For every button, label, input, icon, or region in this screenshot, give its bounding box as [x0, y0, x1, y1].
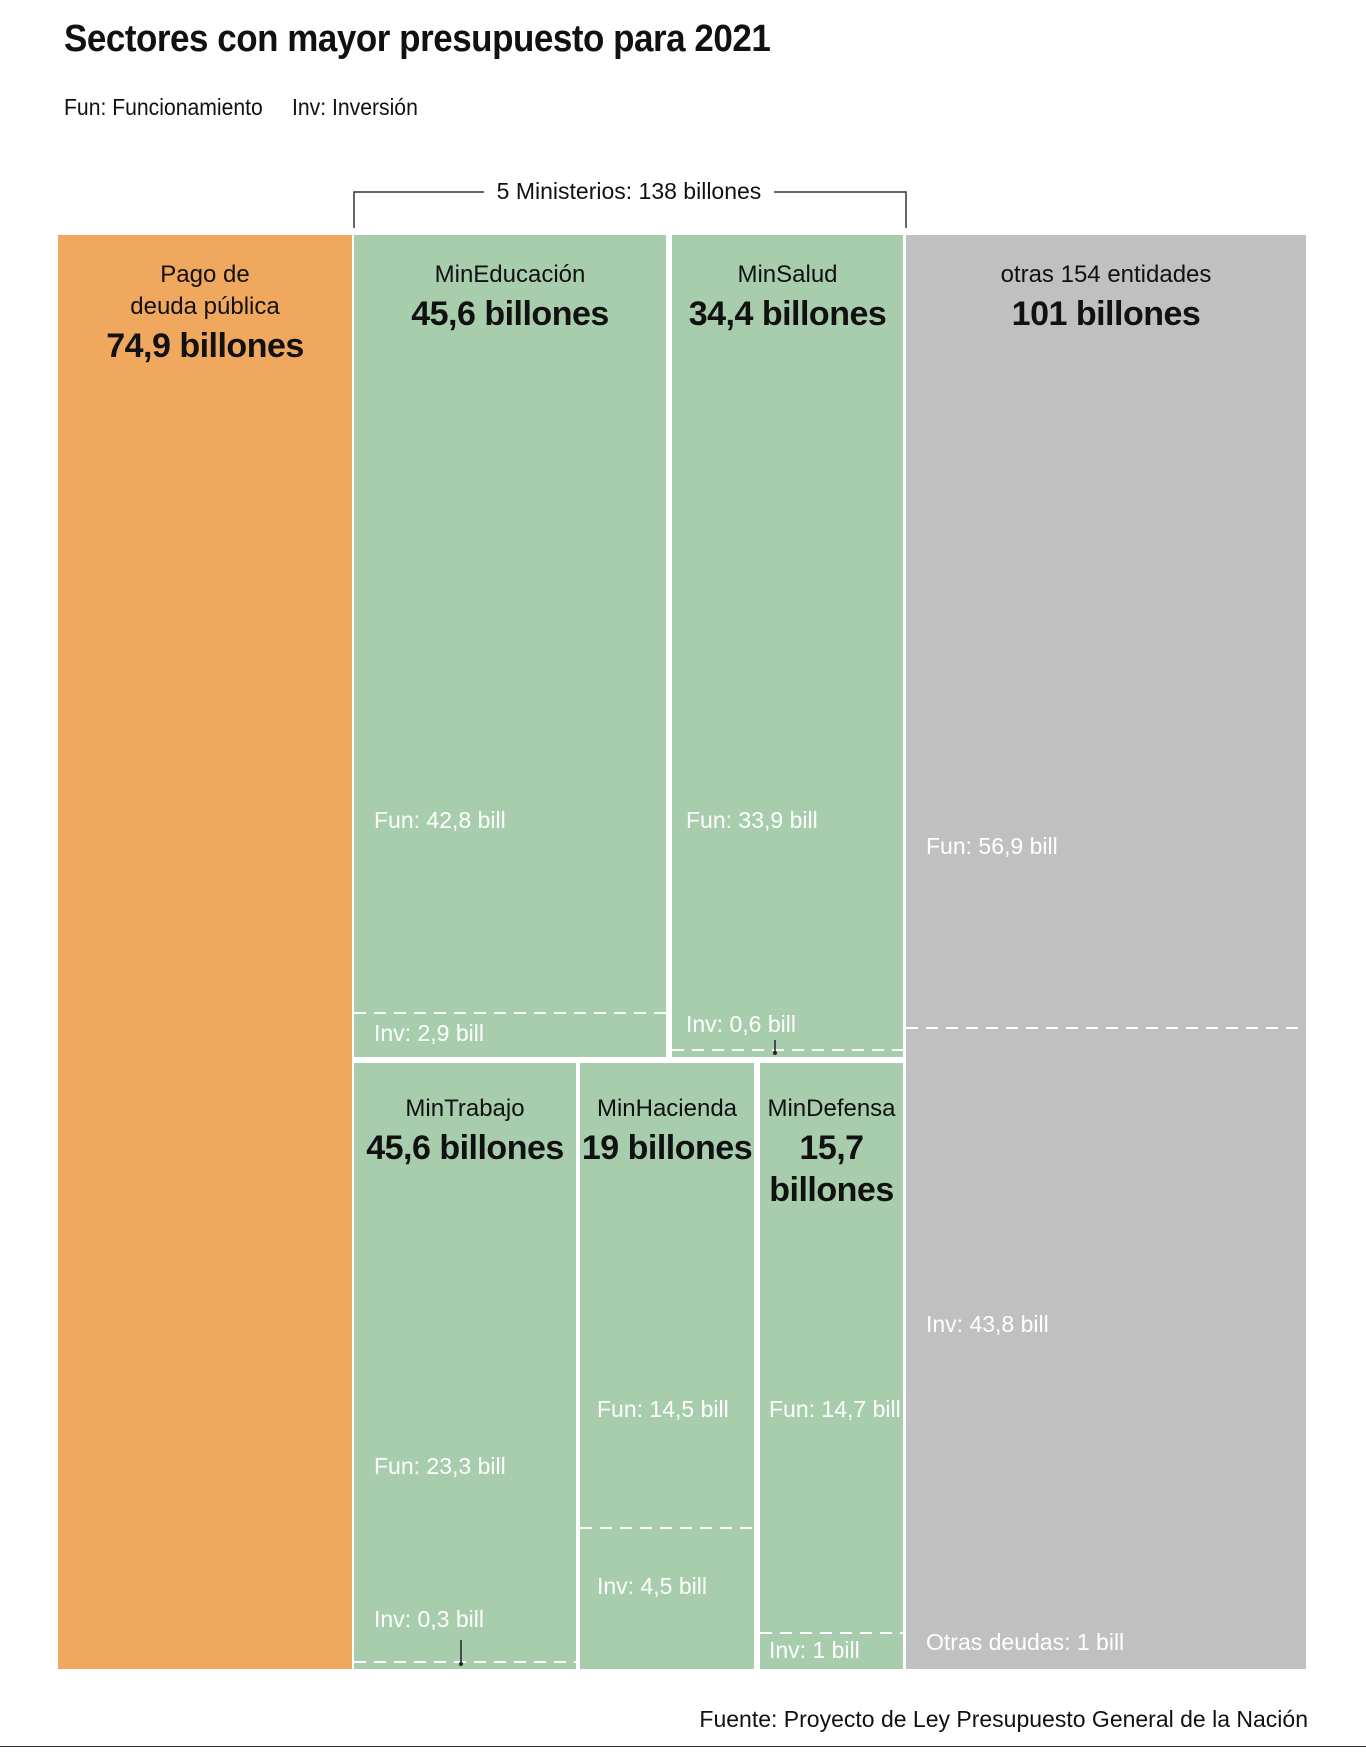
cell-salud-rect — [672, 235, 903, 1057]
cell-trabajo-fun: Fun: 23,3 bill — [374, 1453, 506, 1479]
cell-trabajo-rect — [354, 1063, 576, 1669]
cell-educacion-fun: Fun: 42,8 bill — [374, 807, 506, 833]
cell-educacion-name: MinEducación — [434, 261, 586, 288]
leader-trabajo-inv-dot — [459, 1662, 463, 1666]
cell-otras-name: otras 154 entidades — [1000, 261, 1212, 288]
cell-salud-value: 34,4 billones — [688, 295, 887, 333]
cell-deuda-rect — [58, 235, 352, 1669]
cell-educacion-rect — [354, 235, 666, 1057]
cell-defensa-inv: Inv: 1 bill — [769, 1637, 860, 1663]
cell-defensa-name: MinDefensa — [767, 1095, 896, 1122]
cell-educacion-value: 45,6 billones — [411, 295, 609, 333]
cell-trabajo-value: 45,6 billones — [366, 1129, 564, 1167]
cell-otras-inv: Inv: 43,8 bill — [926, 1311, 1049, 1337]
cell-hacienda: MinHacienda 19 billones Fun: 14,5 bill I… — [580, 1063, 754, 1669]
legend-inv: Inv: Inversión — [292, 94, 418, 120]
cell-trabajo-name: MinTrabajo — [405, 1095, 525, 1122]
cell-defensa-value-2: billones — [769, 1171, 894, 1209]
cell-salud-inv: Inv: 0,6 bill — [686, 1011, 796, 1037]
cell-otras-deudas: Otras deudas: 1 bill — [926, 1629, 1125, 1655]
cell-defensa-rect — [760, 1063, 903, 1669]
cell-deuda-name-1: Pago de — [160, 261, 250, 288]
cell-hacienda-value: 19 billones — [581, 1129, 753, 1167]
bottom-rule — [0, 1746, 1366, 1747]
cell-hacienda-inv: Inv: 4,5 bill — [597, 1573, 707, 1599]
cell-hacienda-rect — [580, 1063, 754, 1669]
cell-salud-fun: Fun: 33,9 bill — [686, 807, 818, 833]
chart-title: Sectores con mayor presupuesto para 2021 — [64, 18, 771, 60]
cell-deuda-name-2: deuda pública — [130, 293, 280, 320]
cell-hacienda-fun: Fun: 14,5 bill — [597, 1396, 729, 1422]
cell-deuda: Pago de deuda pública 74,9 billones — [58, 235, 352, 1669]
cell-otras-fun: Fun: 56,9 bill — [926, 833, 1058, 859]
leader-salud-inv-dot — [773, 1051, 777, 1055]
cell-otras-rect — [906, 235, 1306, 1669]
cell-educacion: MinEducación 45,6 billones Fun: 42,8 bil… — [354, 235, 666, 1057]
cell-defensa-fun: Fun: 14,7 bill — [769, 1396, 901, 1422]
cell-otras: otras 154 entidades 101 billones Fun: 56… — [906, 235, 1306, 1669]
cell-defensa-value-1: 15,7 — [799, 1129, 864, 1167]
cell-trabajo: MinTrabajo 45,6 billones Fun: 23,3 bill … — [354, 1063, 576, 1669]
source-note: Fuente: Proyecto de Ley Presupuesto Gene… — [699, 1706, 1308, 1732]
cell-trabajo-inv: Inv: 0,3 bill — [374, 1606, 484, 1632]
cell-hacienda-name: MinHacienda — [596, 1095, 738, 1122]
cell-defensa: MinDefensa 15,7 billones Fun: 14,7 bill … — [760, 1063, 903, 1669]
cell-educacion-inv: Inv: 2,9 bill — [374, 1020, 484, 1046]
cell-salud-name: MinSalud — [737, 261, 838, 288]
ministries-bracket-label: 5 Ministerios: 138 billones — [484, 178, 774, 205]
cell-salud: MinSalud 34,4 billones Fun: 33,9 bill In… — [672, 235, 903, 1057]
legend-fun: Fun: Funcionamiento — [64, 94, 263, 120]
cell-deuda-value: 74,9 billones — [106, 327, 304, 365]
cell-otras-value: 101 billones — [1011, 295, 1201, 333]
